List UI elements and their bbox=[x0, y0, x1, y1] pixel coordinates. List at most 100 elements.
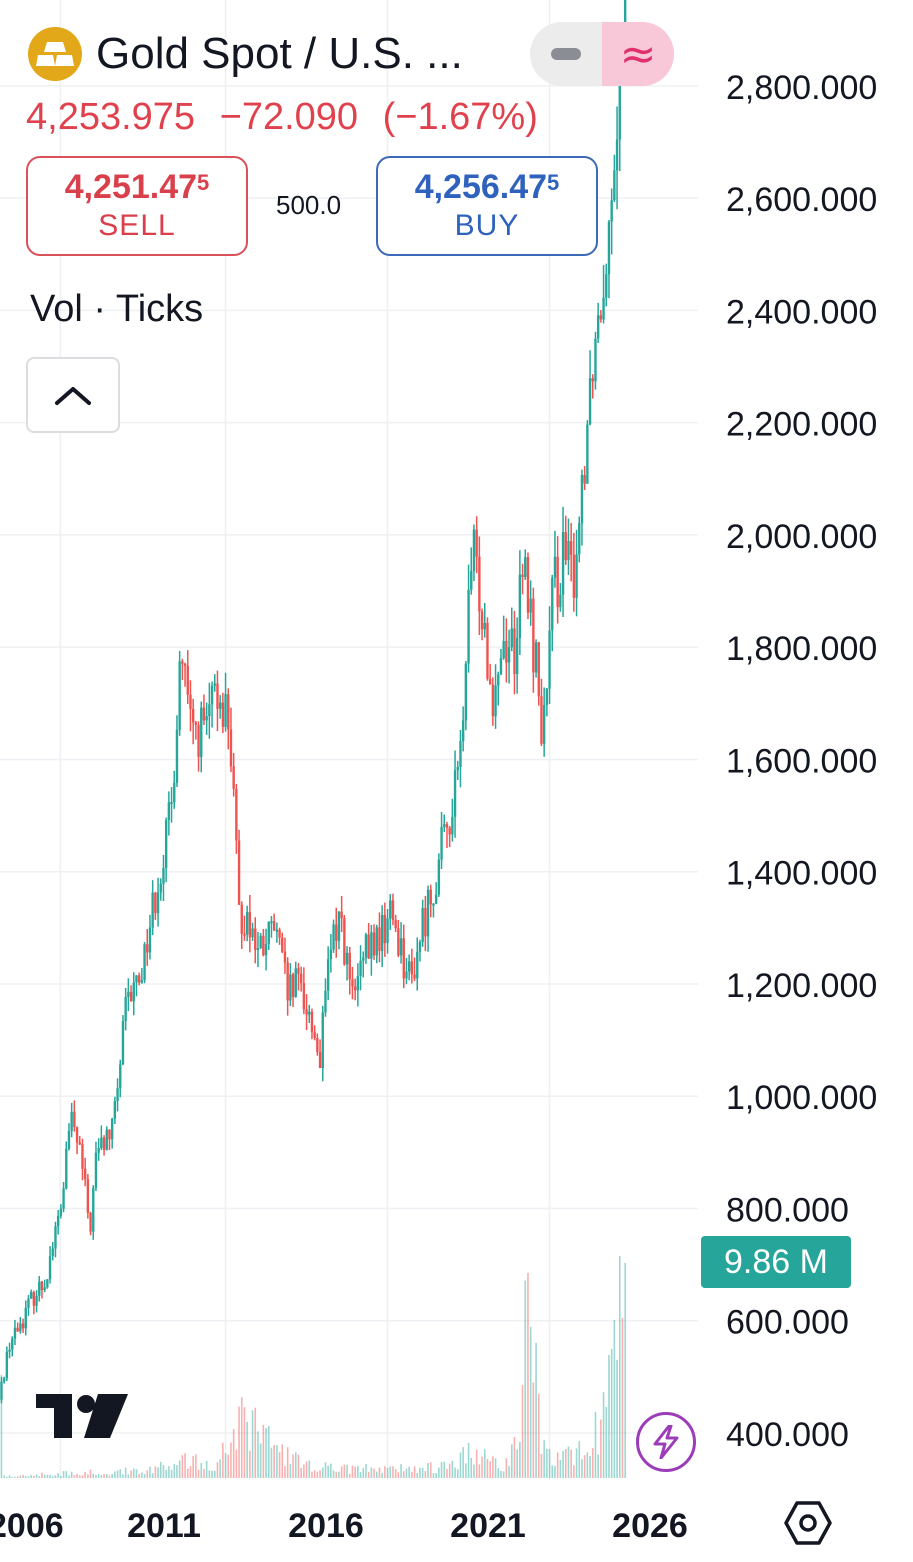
candle-body bbox=[102, 1137, 106, 1150]
volume-bar bbox=[338, 1471, 340, 1478]
candle-body bbox=[35, 1295, 38, 1306]
collapse-legend-button[interactable] bbox=[26, 357, 120, 433]
volume-bar bbox=[213, 1470, 216, 1478]
candle-body bbox=[275, 929, 279, 932]
candle-body bbox=[194, 722, 198, 725]
volume-bar bbox=[486, 1459, 489, 1478]
volume-bar bbox=[481, 1456, 483, 1478]
candle-body bbox=[283, 951, 287, 963]
candle-body bbox=[243, 933, 246, 936]
candle-body bbox=[299, 973, 303, 984]
volume-bar bbox=[262, 1424, 265, 1478]
volume-bar bbox=[78, 1475, 81, 1478]
volume-bar bbox=[294, 1452, 297, 1478]
volume-bar bbox=[276, 1445, 278, 1478]
volume-bar bbox=[321, 1467, 324, 1478]
candle-body bbox=[110, 1118, 114, 1140]
volume-bar bbox=[51, 1476, 54, 1478]
minimize-button[interactable] bbox=[530, 22, 602, 86]
volume-bar bbox=[273, 1445, 275, 1478]
volume-bar bbox=[54, 1475, 57, 1478]
candle-body bbox=[119, 1064, 122, 1089]
candle-body bbox=[164, 820, 168, 868]
volume-bar bbox=[203, 1468, 205, 1478]
settings-hexagon-icon bbox=[784, 1501, 832, 1545]
volume-bar bbox=[586, 1452, 589, 1478]
volume-bar bbox=[305, 1461, 308, 1478]
volume-bar bbox=[462, 1447, 464, 1478]
candle-body bbox=[127, 991, 130, 997]
candle-body bbox=[599, 315, 603, 320]
volume-bar bbox=[608, 1354, 610, 1478]
candle-body bbox=[105, 1129, 108, 1150]
volume-bar bbox=[289, 1463, 292, 1478]
price-row: 4,253.975 −72.090 (−1.67%) bbox=[26, 96, 552, 139]
candle-body bbox=[518, 574, 522, 638]
candle-body bbox=[348, 952, 351, 980]
volume-bar bbox=[68, 1475, 70, 1478]
candle-body bbox=[464, 663, 468, 721]
volume-bar bbox=[535, 1342, 537, 1478]
candle-body bbox=[372, 932, 376, 956]
volume-bar bbox=[475, 1449, 478, 1478]
volume-bar bbox=[97, 1474, 100, 1478]
symbol-title[interactable]: Gold Spot / U.S. ... bbox=[96, 29, 463, 78]
compare-button[interactable]: ≈ bbox=[602, 22, 674, 86]
candle-body bbox=[459, 741, 462, 767]
candle-body bbox=[461, 720, 465, 742]
volume-bar bbox=[616, 1359, 618, 1478]
candle-body bbox=[210, 685, 214, 705]
candle-body bbox=[197, 724, 200, 757]
volume-bar bbox=[33, 1475, 35, 1478]
candle-body bbox=[542, 705, 546, 744]
volume-bar bbox=[492, 1456, 494, 1478]
volume-bar bbox=[281, 1444, 284, 1478]
flash-button[interactable] bbox=[636, 1412, 696, 1472]
y-tick-label: 1,400.000 bbox=[726, 855, 877, 893]
candle-body bbox=[370, 932, 373, 959]
volume-bar bbox=[354, 1466, 356, 1478]
candle-body bbox=[40, 1281, 44, 1291]
candle-body bbox=[470, 571, 473, 590]
time-axis[interactable]: 2006 2011 2016 2021 2026 bbox=[0, 1507, 688, 1545]
volume-bar bbox=[602, 1392, 605, 1478]
volume-bar bbox=[141, 1472, 143, 1478]
volume-bar bbox=[556, 1452, 559, 1478]
candle-body bbox=[445, 824, 449, 828]
candle-body bbox=[162, 867, 165, 884]
candle-body bbox=[475, 529, 478, 557]
volume-bar bbox=[497, 1468, 500, 1478]
volume-bar bbox=[559, 1460, 562, 1478]
sell-button[interactable]: 4,251.475 SELL bbox=[26, 156, 248, 256]
volume-bar bbox=[192, 1456, 194, 1478]
candle-body bbox=[154, 892, 157, 914]
candle-body bbox=[607, 221, 611, 275]
chart-settings-button[interactable] bbox=[784, 1500, 832, 1551]
candle-body bbox=[43, 1287, 46, 1291]
candle-body bbox=[46, 1279, 49, 1288]
volume-bar bbox=[154, 1466, 157, 1478]
volume-bar bbox=[402, 1471, 405, 1478]
buy-button[interactable]: 4,256.475 BUY bbox=[376, 156, 598, 256]
candle-body bbox=[8, 1349, 11, 1352]
volume-bar bbox=[394, 1469, 397, 1478]
volume-bar bbox=[292, 1454, 294, 1478]
candle-body bbox=[83, 1168, 87, 1180]
volume-bar bbox=[159, 1461, 162, 1478]
volume-last-value-badge: 9.86 M bbox=[701, 1236, 851, 1288]
candle-body bbox=[54, 1226, 57, 1249]
volume-bar bbox=[389, 1466, 392, 1478]
volume-bar bbox=[127, 1474, 130, 1478]
candle-body bbox=[170, 802, 173, 805]
price-change: −72.090 bbox=[219, 96, 359, 138]
volume-bar bbox=[124, 1467, 127, 1478]
volume-indicator-label[interactable]: Vol · Ticks bbox=[30, 288, 204, 330]
symbol-header[interactable]: Gold Spot / U.S. ... bbox=[28, 26, 463, 82]
volume-bar bbox=[365, 1464, 367, 1478]
candle-body bbox=[497, 674, 500, 686]
price-axis[interactable]: 400.000 600.000 800.000 1,000.000 1,200.000 1… bbox=[726, 69, 877, 1454]
volume-bar bbox=[62, 1471, 65, 1478]
volume-bar bbox=[473, 1464, 475, 1478]
volume-bar bbox=[30, 1475, 32, 1478]
